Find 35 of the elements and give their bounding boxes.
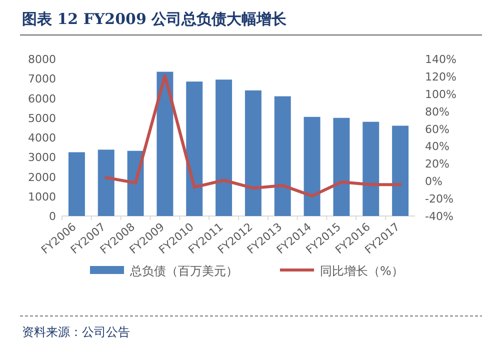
y-tick-label: 1000 xyxy=(28,190,56,204)
y-tick-label: 0 xyxy=(49,210,56,223)
bar xyxy=(274,96,291,216)
y-tick-label: 3000 xyxy=(28,151,56,164)
y-tick-label: 8000 xyxy=(28,53,56,66)
bar xyxy=(68,152,85,216)
y2-tick-label: 80% xyxy=(425,105,450,118)
y-tick-label: 5000 xyxy=(28,112,56,125)
bar xyxy=(244,90,262,216)
legend-label: 同比增长（%） xyxy=(320,264,404,278)
y2-tick-label: 0% xyxy=(425,175,442,188)
bar xyxy=(392,126,409,216)
y2-tick-label: 100% xyxy=(425,88,456,101)
y2-tick-label: 140% xyxy=(425,53,456,66)
legend-label: 总负债（百万美元） xyxy=(129,264,238,278)
y2-tick-label: -40% xyxy=(425,210,454,223)
bar xyxy=(362,122,380,216)
y2-tick-label: 60% xyxy=(425,122,450,136)
y-tick-label: 6000 xyxy=(28,92,56,106)
bar xyxy=(333,118,350,216)
bar xyxy=(216,80,232,216)
bar xyxy=(304,116,320,216)
bar xyxy=(98,150,114,216)
y-tick-label: 2000 xyxy=(28,170,56,184)
y2-tick-label: 40% xyxy=(425,140,450,154)
y-tick-label: 4000 xyxy=(28,132,56,144)
text: 资料来源：公司公告 xyxy=(22,325,130,339)
bar xyxy=(156,72,174,216)
y2-tick-label: 20% xyxy=(425,158,450,171)
chart-title: 图表 12 FY2009 公司总负债大幅增长 xyxy=(22,10,288,28)
y-tick-label: 7000 xyxy=(28,72,56,86)
y2-tick-label: -20% xyxy=(425,192,454,206)
y2-tick-label: 120% xyxy=(425,70,456,84)
line-series xyxy=(104,74,402,198)
bar xyxy=(186,82,203,216)
